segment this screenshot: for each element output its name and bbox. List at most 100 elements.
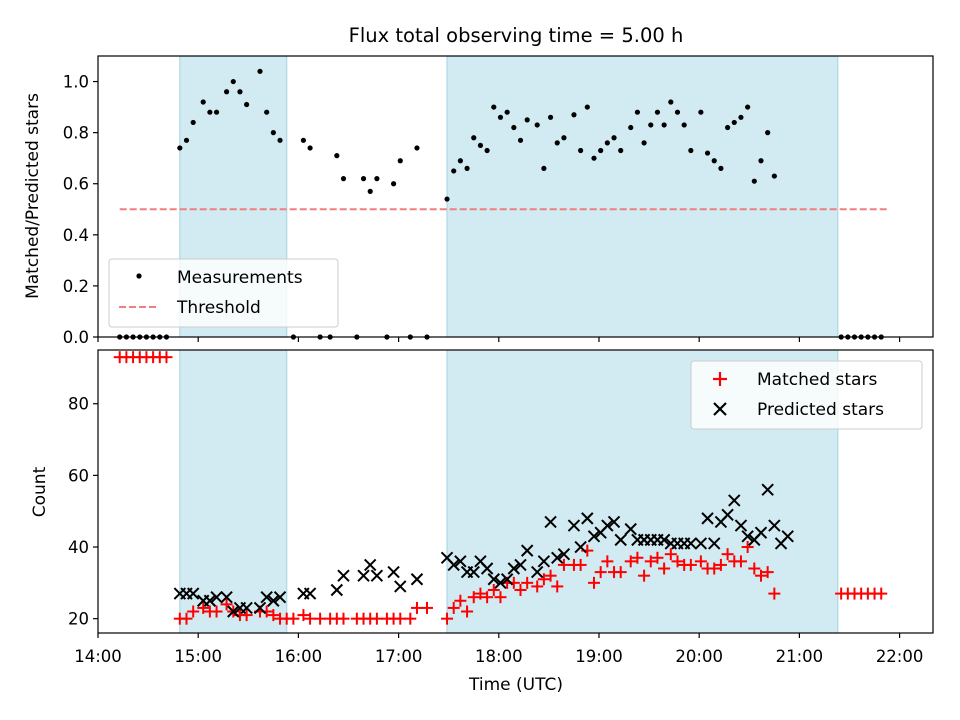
matched-point bbox=[441, 612, 454, 625]
measurement-point bbox=[591, 155, 597, 161]
predicted-point-b bbox=[357, 569, 370, 582]
measurement-point bbox=[698, 109, 704, 115]
ratio-legend-box bbox=[108, 258, 339, 328]
y-tick-label: 0.2 bbox=[63, 277, 89, 296]
predicted-point-b bbox=[273, 590, 287, 604]
predicted-point bbox=[694, 537, 708, 550]
predicted-point-b bbox=[474, 555, 487, 568]
predicted-point-b bbox=[337, 569, 350, 582]
measurement-point bbox=[571, 112, 577, 118]
matched-point bbox=[694, 555, 707, 568]
matched-point bbox=[314, 612, 327, 625]
predicted-point bbox=[741, 530, 754, 543]
measurement-point bbox=[367, 188, 373, 194]
measurement-point bbox=[504, 109, 510, 115]
predicted-point bbox=[240, 601, 253, 615]
y-tick-label: 1.0 bbox=[63, 73, 89, 92]
predicted-point bbox=[781, 530, 794, 543]
measurement-point bbox=[688, 147, 694, 154]
matched-point bbox=[454, 594, 467, 607]
matched-point bbox=[587, 576, 600, 589]
predicted-point-b bbox=[467, 565, 480, 579]
measurement-point bbox=[724, 124, 731, 131]
legend-label-measurements: Measurements bbox=[177, 268, 303, 288]
predicted-point bbox=[684, 537, 698, 550]
predicted-point bbox=[734, 519, 748, 532]
predicted-point bbox=[701, 512, 714, 525]
measurement-point bbox=[244, 101, 250, 108]
measurement-point bbox=[264, 109, 270, 115]
matched-point bbox=[574, 558, 587, 571]
measurement-point bbox=[307, 145, 313, 151]
predicted-point bbox=[520, 544, 534, 557]
predicted-point-b bbox=[614, 533, 627, 547]
predicted-point bbox=[557, 547, 571, 561]
measurement-point bbox=[477, 142, 484, 149]
predicted-point-b bbox=[701, 512, 714, 525]
matched-point bbox=[557, 558, 570, 571]
measurement-point bbox=[340, 176, 347, 182]
measurement-point bbox=[444, 196, 450, 202]
matched-point bbox=[664, 548, 677, 561]
measurement-point bbox=[360, 176, 367, 182]
predicted-point bbox=[587, 530, 601, 543]
chart-title: Flux total observing time = 5.00 h bbox=[349, 24, 684, 47]
predicted-point bbox=[624, 522, 637, 536]
measurement-point bbox=[718, 165, 724, 171]
measurement-point bbox=[618, 147, 624, 154]
predicted-point bbox=[364, 558, 377, 572]
ratio-x-ticks bbox=[97, 337, 901, 342]
matched-point bbox=[624, 555, 637, 568]
predicted-point-b bbox=[781, 530, 794, 543]
x-tick-label: 21:00 bbox=[776, 647, 824, 666]
predicted-point-b bbox=[557, 547, 571, 561]
measurement-point bbox=[584, 104, 590, 110]
x-tick-label: 20:00 bbox=[675, 647, 723, 666]
matched-point bbox=[651, 551, 664, 564]
predicted-point-b bbox=[544, 515, 557, 529]
measurement-point bbox=[758, 158, 764, 164]
predicted-point bbox=[514, 558, 527, 572]
predicted-point-b bbox=[721, 508, 734, 521]
predicted-point bbox=[370, 569, 384, 582]
measurement-point bbox=[230, 78, 236, 85]
predicted-point bbox=[273, 590, 287, 604]
measurement-point bbox=[414, 145, 420, 151]
legend-label-predicted: Predicted stars bbox=[757, 400, 884, 420]
predicted-point-b bbox=[607, 515, 621, 529]
measurement-point bbox=[257, 68, 263, 74]
measurement-point bbox=[711, 158, 717, 164]
predicted-point bbox=[551, 551, 564, 564]
matched-point bbox=[210, 605, 223, 618]
measurement-point bbox=[390, 181, 397, 187]
matched-point bbox=[447, 601, 460, 614]
matched-point bbox=[474, 587, 487, 600]
predicted-point bbox=[220, 590, 233, 604]
predicted-point bbox=[754, 526, 768, 539]
predicted-point bbox=[260, 590, 273, 604]
predicted-point-b bbox=[330, 583, 344, 597]
predicted-point bbox=[454, 555, 467, 568]
ratio-panel: 0.0 0.2 0.4 0.6 0.8 1.0 Matched/Predicted sta… bbox=[23, 55, 934, 347]
matched-point bbox=[741, 541, 754, 554]
predicted-point-b bbox=[684, 537, 698, 550]
predicted-point bbox=[203, 594, 217, 607]
measurement-point bbox=[628, 124, 634, 131]
observing-window-bands bbox=[179, 56, 839, 337]
measurement-point bbox=[471, 135, 477, 141]
predicted-point bbox=[721, 508, 734, 521]
measurement-point bbox=[641, 140, 647, 146]
predicted-point bbox=[581, 512, 594, 525]
x-axis-label: Time (UTC) bbox=[468, 675, 563, 695]
predicted-point-b bbox=[440, 551, 454, 564]
legend-label-matched: Matched stars bbox=[757, 370, 877, 390]
y-tick-label: 80 bbox=[68, 395, 89, 414]
measurement-point bbox=[237, 89, 243, 95]
measurement-point bbox=[745, 104, 751, 110]
predicted-point bbox=[500, 573, 514, 586]
predicted-point-b bbox=[203, 594, 217, 607]
matched-point bbox=[614, 566, 627, 579]
matched-point bbox=[197, 601, 210, 614]
measurement-point bbox=[611, 135, 617, 141]
predicted-series bbox=[173, 483, 794, 618]
